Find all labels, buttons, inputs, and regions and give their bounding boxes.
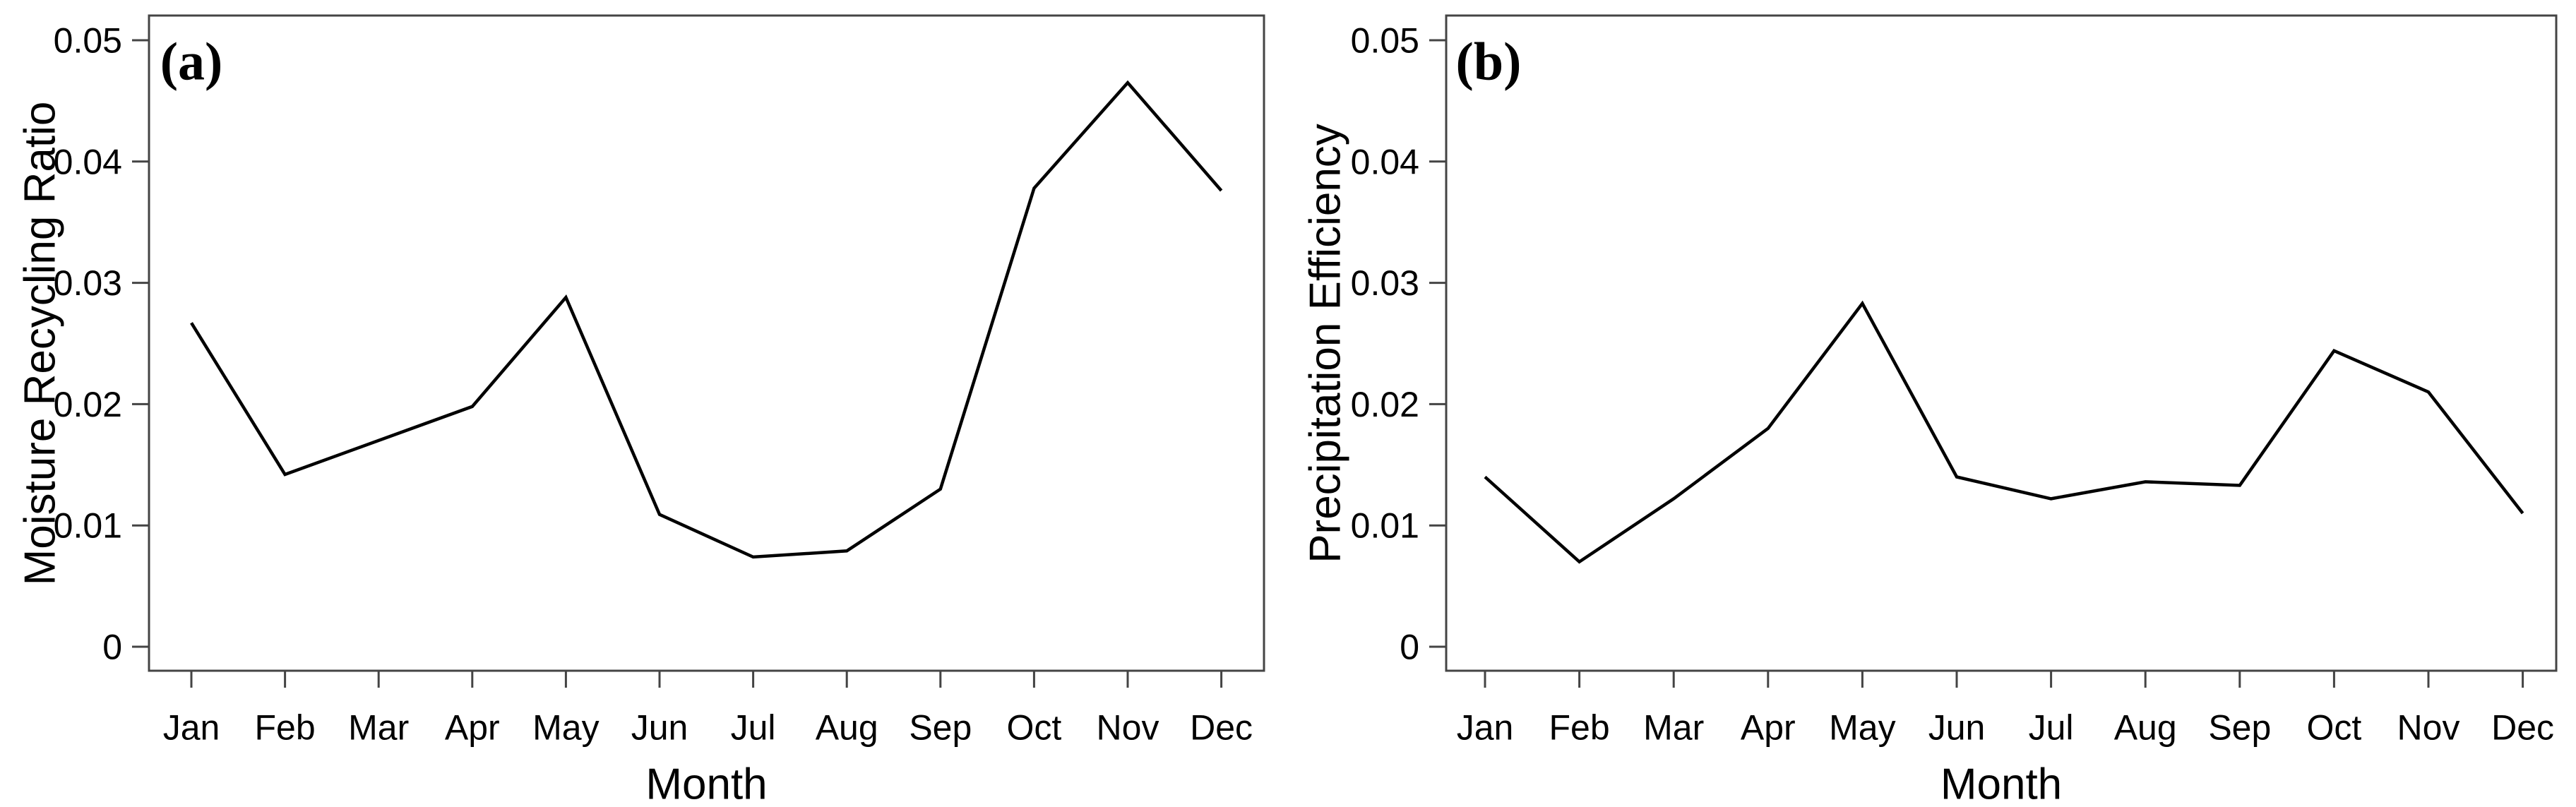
data-line [1484, 300, 2524, 564]
x-tick-label: Mar [348, 708, 409, 748]
x-axis-title: Month [645, 760, 767, 807]
x-tick-label: May [1829, 708, 1895, 748]
data-line [190, 80, 1223, 559]
x-axis: Jan Feb Mar Apr May Jun Jul Aug Sep Oct Nov Dec [163, 671, 1253, 748]
x-tick-label: Jun [1928, 708, 1986, 748]
y-tick-label: 0 [1400, 628, 1419, 667]
x-tick-label: Jan [1457, 708, 1514, 748]
plot-box [148, 14, 1265, 672]
x-tick-label: Dec [1190, 708, 1253, 748]
x-tick-label: Apr [445, 708, 500, 748]
panel-letter-label: (b) [1456, 32, 1522, 92]
y-axis-title: Moisture Recycling Ratio [16, 102, 65, 586]
y-tick-label: 0.04 [1351, 142, 1419, 181]
y-axis: 0 0.01 0.02 0.03 0.04 0.05 [1351, 21, 1446, 667]
y-tick-label: 0.04 [54, 142, 122, 181]
y-tick-label: 0.05 [54, 21, 122, 61]
x-tick-label: Sep [2208, 708, 2271, 748]
x-tick-label: Dec [2491, 708, 2554, 748]
x-axis-title: Month [1940, 760, 2062, 807]
x-tick-label: Jan [163, 708, 220, 748]
x-axis: Jan Feb Mar Apr May Jun Jul Aug Sep Oct Nov Dec [1457, 671, 2554, 748]
x-tick-label: Feb [1549, 708, 1610, 748]
panel-letter-label: (a) [160, 32, 223, 92]
x-tick-label: Feb [255, 708, 316, 748]
x-tick-label: Oct [1007, 708, 1062, 748]
y-tick-label: 0 [102, 628, 122, 667]
y-tick-label: 0.03 [54, 263, 122, 303]
x-tick-label: Nov [1097, 708, 1159, 748]
x-tick-label: Aug [2114, 708, 2177, 748]
x-tick-label: Jul [2029, 708, 2074, 748]
y-axis-title: Precipitation Efficiency [1301, 124, 1350, 563]
x-tick-label: Sep [909, 708, 972, 748]
y-axis: 0 0.01 0.02 0.03 0.04 0.05 [54, 21, 149, 667]
y-tick-label: 0.02 [54, 385, 122, 424]
x-tick-label: May [532, 708, 599, 748]
y-tick-label: 0.01 [54, 506, 122, 546]
plot-box [1445, 14, 2558, 672]
x-tick-label: Oct [2307, 708, 2362, 748]
x-tick-label: Aug [816, 708, 878, 748]
x-tick-label: Mar [1643, 708, 1704, 748]
y-tick-label: 0.01 [1351, 506, 1419, 546]
x-tick-label: Jun [631, 708, 688, 748]
y-tick-label: 0.02 [1351, 385, 1419, 424]
x-tick-label: Nov [2397, 708, 2460, 748]
x-tick-label: Apr [1741, 708, 1796, 748]
y-tick-label: 0.03 [1351, 263, 1419, 303]
y-tick-label: 0.05 [1351, 21, 1419, 61]
x-tick-label: Jul [731, 708, 776, 748]
